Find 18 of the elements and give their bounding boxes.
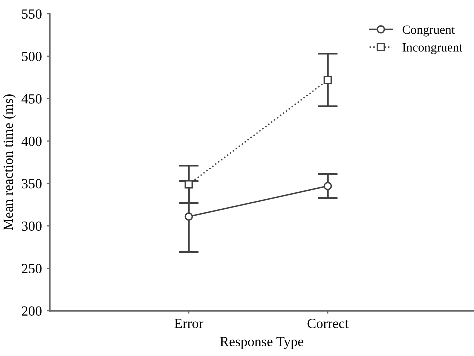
y-tick-label: 400 xyxy=(22,136,42,146)
y-tick-label: 350 xyxy=(22,179,42,189)
x-tick-label: Correct xyxy=(308,319,349,328)
y-tick-label: 300 xyxy=(22,222,42,232)
y-tick-label: 250 xyxy=(22,264,42,274)
point xyxy=(324,182,332,190)
y-tick-label: 200 xyxy=(22,306,42,316)
y-axis-title: Mean reaction time (ms) xyxy=(3,94,16,231)
y-tick-label: 550 xyxy=(22,10,42,19)
x-axis-title: Response Type xyxy=(220,337,304,350)
legend-label: Incongruent xyxy=(402,44,463,54)
x-tick-label: Error xyxy=(174,319,204,328)
y-tick-label: 450 xyxy=(22,94,42,104)
y-tick-label: 500 xyxy=(22,52,42,62)
point xyxy=(184,212,194,221)
point xyxy=(324,76,332,84)
legend-label: Congruent xyxy=(402,26,456,37)
point xyxy=(184,180,194,189)
